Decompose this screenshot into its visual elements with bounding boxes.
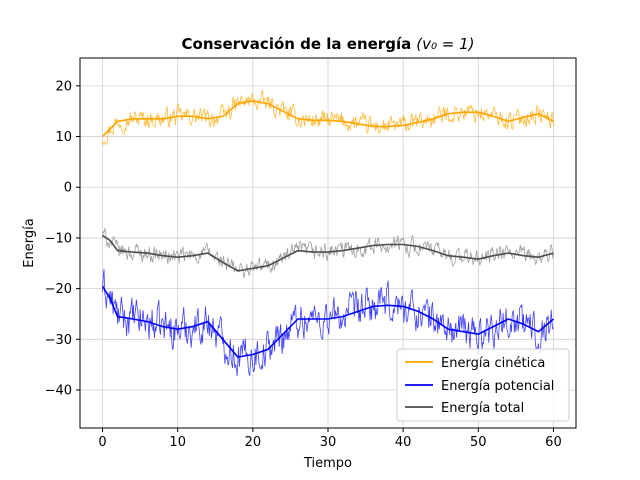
legend-box (396, 348, 570, 422)
chart-title-param: (v₀ = 1) (416, 35, 474, 53)
y-tick-label: 0 (64, 181, 72, 196)
axis-ticks: 0 10 20 30 40 50 60 −40 −30 −20 −10 0 10 20 (45, 79, 562, 450)
smooth-line-kinetic (101, 100, 554, 138)
grid-lines (80, 58, 576, 428)
x-tick-label: 50 (470, 435, 487, 450)
y-tick-label: −40 (45, 383, 72, 398)
x-tick-label: 0 (98, 435, 106, 450)
legend-label-total: Energía total (441, 401, 524, 416)
y-axis-label: Energía (22, 218, 37, 267)
x-tick-label: 10 (169, 435, 186, 450)
y-tick-label: 10 (55, 130, 72, 145)
noisy-line-total (102, 228, 554, 279)
noisy-line-kinetic (102, 89, 554, 146)
x-tick-label: 40 (395, 435, 412, 450)
legend: Energía cinética Energía potencial Energ… (396, 348, 570, 422)
x-axis-label: Tiempo (303, 456, 352, 471)
y-tick-label: −10 (45, 231, 72, 246)
legend-label-potential: Energía potencial (441, 379, 554, 394)
smooth-series-group (101, 100, 555, 358)
y-tick-label: 20 (55, 79, 72, 94)
smooth-line-potential (101, 285, 555, 358)
y-tick-label: −30 (45, 333, 72, 348)
x-tick-label: 20 (245, 435, 262, 450)
smooth-line-total (102, 234, 554, 272)
chart-title: Conservación de la energía (v₀ = 1) (182, 35, 475, 53)
x-tick-label: 60 (545, 435, 562, 450)
x-tick-label: 30 (320, 435, 337, 450)
legend-label-kinetic: Energía cinética (441, 356, 545, 371)
chart-title-main: Conservación de la energía (182, 35, 412, 53)
y-tick-label: −20 (45, 282, 72, 297)
